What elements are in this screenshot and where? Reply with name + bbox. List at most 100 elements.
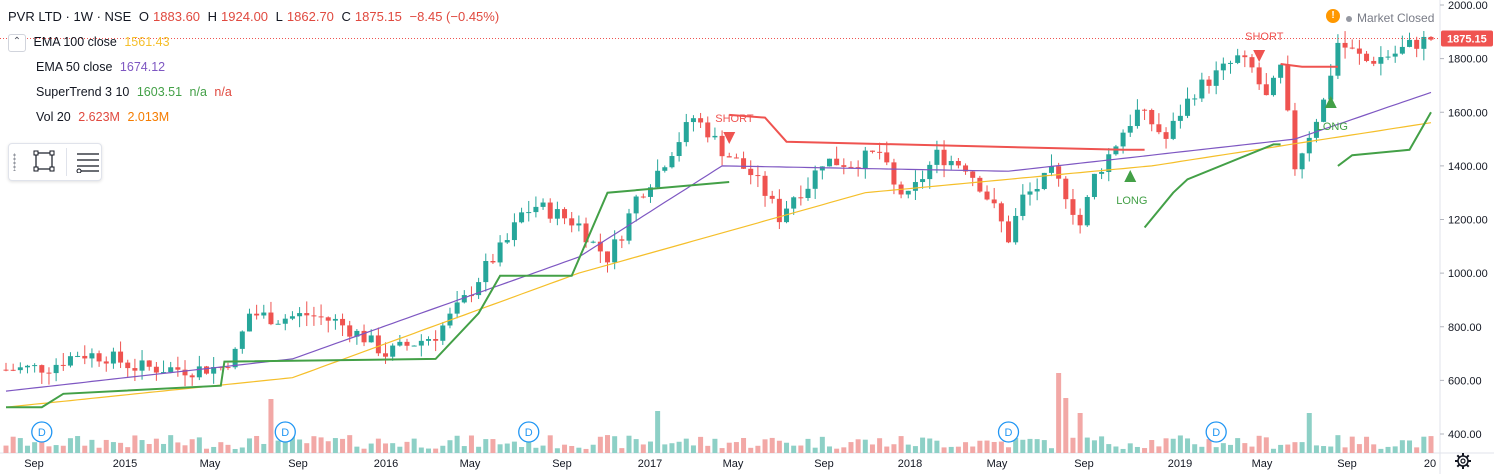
candle-body — [1242, 55, 1248, 58]
candle-body — [39, 365, 45, 373]
ema50-value: 1674.12 — [119, 60, 166, 74]
supertrend-up-line — [1143, 143, 1281, 229]
long-signal-arrow — [1324, 96, 1337, 108]
volume-bar — [204, 448, 210, 453]
volume-bar — [383, 443, 389, 453]
candle-body — [834, 158, 840, 166]
candle-body — [1414, 39, 1420, 49]
candle-body — [89, 353, 95, 359]
supertrend-row[interactable]: SuperTrend 3 10 1603.51 n/a n/a — [8, 81, 503, 106]
volume-bar — [125, 447, 131, 453]
volume-bar — [1034, 439, 1040, 453]
candle-body — [726, 156, 732, 158]
drag-handle-icon[interactable] — [13, 153, 16, 171]
low-label: L — [275, 9, 283, 24]
time-tick-label: 2015 — [113, 458, 137, 470]
ema50-line — [5, 91, 1432, 392]
candles — [3, 31, 1434, 387]
volume-bar — [1421, 436, 1427, 453]
candle-body — [1321, 99, 1327, 122]
candle-body — [977, 177, 983, 192]
supertrend-na-1: n/a — [189, 85, 207, 99]
volume-row[interactable]: Vol 20 2.623M 2.013M — [8, 106, 503, 131]
settings-gear-icon[interactable] — [1454, 452, 1472, 470]
open-value: 1883.60 — [153, 9, 201, 24]
long-signal-label: LONG — [1317, 121, 1348, 133]
candle-body — [483, 261, 489, 283]
volume-value-2: 2.013M — [127, 110, 170, 124]
high-value: 1924.00 — [221, 9, 269, 24]
candle-body — [1120, 132, 1126, 147]
candle-body — [490, 261, 496, 263]
candle-body — [1342, 42, 1348, 48]
volume-bar — [447, 440, 453, 453]
volume-bar — [1414, 447, 1420, 453]
volume-bar — [1192, 444, 1198, 453]
candle-body — [397, 341, 403, 346]
volume-bar — [161, 443, 167, 453]
volume-bar — [347, 435, 353, 453]
volume-bar — [762, 439, 768, 453]
candle-body — [1335, 42, 1341, 76]
candle-body — [282, 318, 288, 324]
time-tick-label: Sep — [1337, 458, 1357, 470]
volume-bar — [497, 444, 503, 453]
volume-bar — [1227, 444, 1233, 453]
volume-bar — [1120, 448, 1126, 453]
volume-bar — [676, 441, 682, 453]
alert-warning-icon[interactable]: ! — [1326, 9, 1340, 23]
volume-bar — [146, 443, 152, 453]
candle-body — [354, 330, 360, 337]
candle-body — [1084, 196, 1090, 226]
line-style-tool-icon[interactable] — [75, 151, 101, 173]
candle-body — [375, 335, 381, 354]
volume-bar — [1270, 448, 1276, 453]
ema100-row[interactable]: ⌃ EMA 100 close 1561.43 — [8, 31, 503, 56]
ema50-row[interactable]: EMA 50 close 1674.12 — [8, 56, 503, 81]
time-tick-label: 2016 — [374, 458, 398, 470]
tool-separator — [66, 148, 67, 176]
candle-body — [1206, 79, 1212, 86]
candle-body — [254, 313, 260, 316]
volume-bar — [304, 443, 310, 453]
volume-bar — [1321, 446, 1327, 453]
candle-body — [1227, 62, 1233, 64]
volume-bar — [24, 445, 30, 453]
candle-body — [1371, 60, 1377, 64]
volume-bar — [1306, 413, 1312, 453]
volume-bar — [504, 443, 510, 453]
candle-body — [655, 170, 661, 188]
volume-bar — [819, 436, 825, 453]
candle-body — [920, 179, 926, 183]
symbol-title[interactable]: PVR LTD · 1W · NSE — [8, 9, 132, 24]
candle-body — [297, 313, 303, 317]
candle-body — [662, 167, 668, 171]
supertrend-na-2: n/a — [214, 85, 232, 99]
volume-bar — [1299, 442, 1305, 453]
candle-body — [1099, 171, 1105, 174]
status-dot-icon — [1346, 15, 1352, 22]
volume-bar — [89, 439, 95, 453]
dividend-marker-label: D — [1212, 427, 1220, 439]
volume-bar — [60, 445, 66, 453]
candle-body — [404, 341, 410, 346]
volume-bar — [17, 438, 23, 453]
candle-body — [934, 149, 940, 165]
drawing-tool-panel[interactable] — [8, 143, 102, 181]
rectangle-tool-icon[interactable] — [33, 150, 55, 172]
candle-body — [418, 340, 424, 346]
candle-body — [1106, 154, 1112, 172]
candle-body — [1385, 56, 1391, 58]
volume-bar — [812, 447, 818, 453]
candle-body — [225, 367, 231, 369]
volume-bar — [769, 437, 775, 453]
supertrend-up-line — [6, 181, 730, 409]
collapse-legend-button[interactable]: ⌃ — [8, 33, 26, 52]
volume-bar — [1335, 435, 1341, 453]
volume-bar — [39, 435, 45, 453]
candle-body — [289, 316, 295, 319]
volume-bar — [103, 439, 109, 453]
volume-bar — [246, 438, 252, 453]
volume-bar — [1292, 442, 1298, 453]
